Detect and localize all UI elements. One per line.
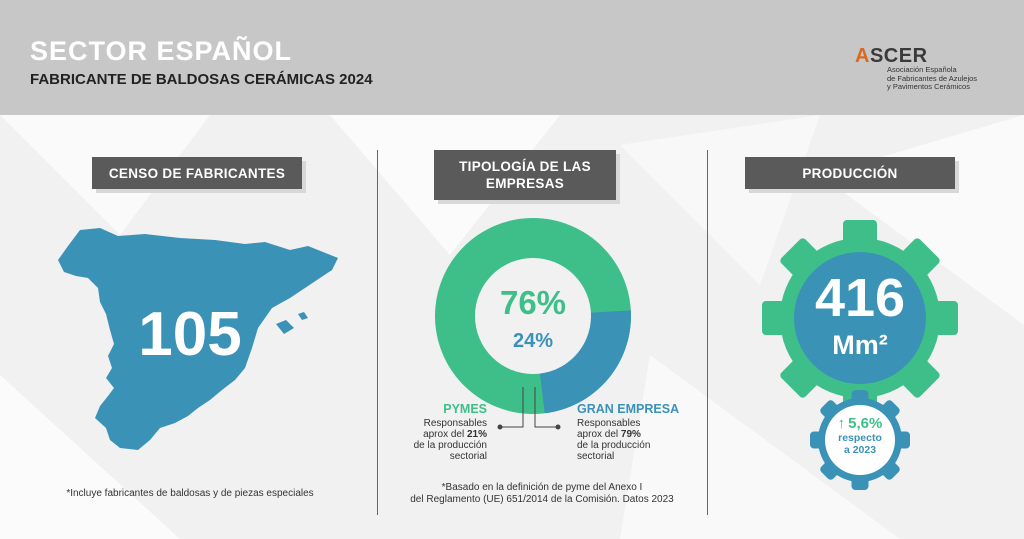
produccion-label: PRODUCCIÓN <box>745 157 955 189</box>
column-divider-left <box>377 150 378 515</box>
gear-tooth <box>780 359 819 398</box>
small-gear-icon <box>810 390 910 490</box>
spain-map-icon: 105 <box>58 228 338 450</box>
donut-hole <box>475 258 591 374</box>
pct-pymes: 76% <box>499 284 567 321</box>
gran-empresa-description: Responsables aprox del 79% de la producc… <box>577 418 651 462</box>
censo-label: CENSO DE FABRICANTES <box>92 157 302 189</box>
produccion-change: ↑ 5,6% respecto a 2023 <box>837 415 883 456</box>
logo-line-1: Asociación Española <box>887 65 957 74</box>
gear-tooth <box>901 238 940 277</box>
pct-gran-empresa: 24% <box>512 330 554 352</box>
pymes-description: Responsables aprox del 21% de la producc… <box>413 418 487 462</box>
arrow-up-icon: ↑ <box>837 415 846 432</box>
produccion-value: 416 <box>815 268 905 328</box>
gear-tooth <box>851 476 869 490</box>
gear-tooth <box>881 461 900 480</box>
gear-tooth <box>843 220 877 244</box>
gear-tooth <box>851 390 869 404</box>
censo-note: *Incluye fabricantes de baldosas y de pi… <box>66 488 314 499</box>
logo-line-2: de Fabricantes de Azulejos <box>887 73 978 83</box>
ascer-logo: ASCER Asociación Española de Fabricantes… <box>855 46 977 92</box>
gran-empresa-title: GRAN EMPRESA <box>577 402 680 416</box>
page-subtitle: FABRICANTE DE BALDOSAS CERÁMICAS 2024 <box>30 71 373 88</box>
tipologia-donut <box>435 218 631 414</box>
tipologia-label: TIPOLOGÍA DE LAS EMPRESAS <box>434 150 616 200</box>
logo-line-3: y Pavimentos Cerámicos <box>887 82 970 91</box>
gear-tooth <box>810 431 824 449</box>
produccion-unit: Mm² <box>832 330 888 360</box>
tipologia-label-line-2: EMPRESAS <box>485 176 565 191</box>
header-banner: SECTOR ESPAÑOL FABRICANTE DE BALDOSAS CE… <box>0 0 1024 115</box>
gear-tooth <box>820 461 839 480</box>
pymes-title: PYMES <box>443 402 487 416</box>
donut-callout-lines <box>497 387 561 430</box>
page-title: SECTOR ESPAÑOL <box>30 36 293 66</box>
tipologia-label-line-1: TIPOLOGÍA DE LAS <box>459 159 591 174</box>
column-divider-right <box>707 150 708 515</box>
tipologia-note: *Basado en la definición de pyme del Ane… <box>410 482 674 505</box>
logo-word: SCER <box>869 45 928 67</box>
gear-tooth <box>896 431 910 449</box>
gear-tooth <box>762 301 786 335</box>
censo-value: 105 <box>138 300 241 369</box>
gear-tooth <box>820 400 839 419</box>
gear-tooth <box>901 359 940 398</box>
gear-tooth <box>934 301 958 335</box>
big-gear-icon: 416 Mm² <box>762 220 958 416</box>
logo-accent-letter: A <box>855 45 870 67</box>
gear-tooth <box>881 400 900 419</box>
gear-tooth <box>780 238 819 277</box>
